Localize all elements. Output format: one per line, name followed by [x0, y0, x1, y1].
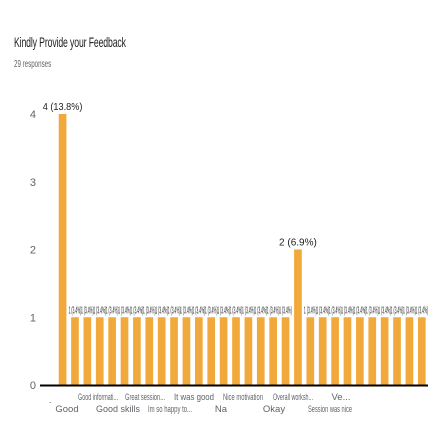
- data-label: 1 (3.4%): [93, 305, 106, 316]
- data-label: 1 (3.4%): [230, 305, 243, 316]
- y-tick-label: 3: [30, 177, 36, 189]
- x-tick-label: Session was nice: [308, 404, 352, 415]
- bar: [108, 317, 116, 385]
- chart-title: Kindly Provide your Feedback: [14, 34, 126, 50]
- data-label: 1 (3.4%): [391, 305, 404, 316]
- bar: [157, 317, 166, 385]
- bar: [269, 317, 278, 385]
- bar: [83, 317, 92, 385]
- data-label: 1 (3.4%): [205, 305, 218, 316]
- bar: [207, 317, 216, 385]
- bars: [58, 114, 426, 385]
- y-tick-label: 2: [30, 245, 36, 257]
- x-tick-label: Nice motivation: [223, 392, 263, 403]
- data-label: 1 (3.4%): [341, 305, 354, 316]
- response-count: 29 responses: [14, 59, 52, 70]
- data-label: 1 (3.4%): [168, 305, 181, 316]
- bar: [343, 317, 352, 385]
- data-label: 1 (3.4%): [118, 305, 131, 316]
- y-tick-label: 1: [30, 312, 36, 324]
- bar: [244, 317, 253, 385]
- data-label: 1 (3.4%): [329, 305, 342, 316]
- bar: [368, 317, 377, 385]
- data-label: 1 (3.4%): [217, 305, 230, 316]
- bar: [405, 317, 414, 385]
- x-tick-label: Overall worksh...: [273, 392, 313, 403]
- x-tick-label: Okay: [263, 404, 285, 415]
- x-tick-label: It was good: [174, 392, 214, 403]
- data-label: 4 (13.8%): [43, 102, 83, 113]
- bar: [145, 317, 154, 385]
- data-label: 1 (3.4%): [254, 305, 267, 316]
- data-label: 1 (3.4%): [143, 305, 156, 316]
- x-tick-label: Im so happy to...: [148, 404, 192, 415]
- data-label: 1 (3.4%): [155, 305, 168, 316]
- data-label: 1 (3.4%): [304, 305, 317, 316]
- data-labels: 4 (13.8%)1 (3.4%) 1 (3.4%) 1 (3.4%) 1 (3.4%…: [43, 102, 428, 316]
- y-tick-label: 4: [30, 109, 36, 121]
- x-tick-label: Good: [55, 404, 78, 415]
- data-label: 1 (3.4%): [279, 305, 292, 316]
- bar: [232, 317, 240, 385]
- data-label: 1 (3.4%): [415, 305, 428, 316]
- bar: [306, 317, 315, 385]
- bar: [133, 317, 141, 385]
- bar: [331, 317, 339, 385]
- bar: [281, 317, 290, 385]
- data-label: 1 (3.4%): [316, 305, 329, 316]
- data-label: 1 (3.4%): [403, 305, 416, 316]
- data-label: 1 (3.4%): [378, 305, 391, 316]
- y-axis: 0 1 2 3 4: [30, 109, 36, 392]
- bar: [417, 317, 426, 385]
- data-label: 1 (3.4%): [353, 305, 366, 316]
- bar: [256, 317, 265, 385]
- bar: [380, 317, 389, 385]
- x-tick-label: Na: [215, 404, 228, 415]
- data-label: 1 (3.4%): [131, 305, 144, 316]
- data-label: 1 (3.4%): [180, 305, 193, 316]
- bar: [318, 317, 327, 385]
- x-tick-label: Great session...: [125, 392, 165, 403]
- x-tick-label: .: [49, 395, 52, 406]
- data-label: 1 (3.4%): [106, 305, 119, 316]
- data-label: 1 (3.4%): [267, 305, 280, 316]
- data-label: 1 (3.4%): [81, 305, 94, 316]
- x-axis-labels: . Good informati... Great session... It was…: [49, 392, 352, 415]
- x-tick-label: Good informati...: [78, 392, 118, 403]
- x-tick-label: Ve...: [331, 392, 350, 403]
- bar: [182, 317, 191, 385]
- data-label: 1 (3.4%): [366, 305, 379, 316]
- data-label: 1 (3.4%): [192, 305, 205, 316]
- x-tick-label: Good skills: [96, 404, 140, 415]
- bar: [294, 249, 302, 385]
- bar: [194, 317, 203, 385]
- bar: [170, 317, 178, 385]
- bar: [95, 317, 104, 385]
- bar: [219, 317, 228, 385]
- data-label: 2 (6.9%): [279, 238, 317, 249]
- y-tick-label: 0: [30, 380, 36, 392]
- bar: [120, 317, 129, 385]
- data-label: 1 (3.4%): [242, 305, 255, 316]
- bar: [58, 114, 67, 385]
- bar: [393, 317, 401, 385]
- data-label: 1 (3.4%): [69, 305, 82, 316]
- bar: [71, 317, 79, 385]
- bar: [356, 317, 364, 385]
